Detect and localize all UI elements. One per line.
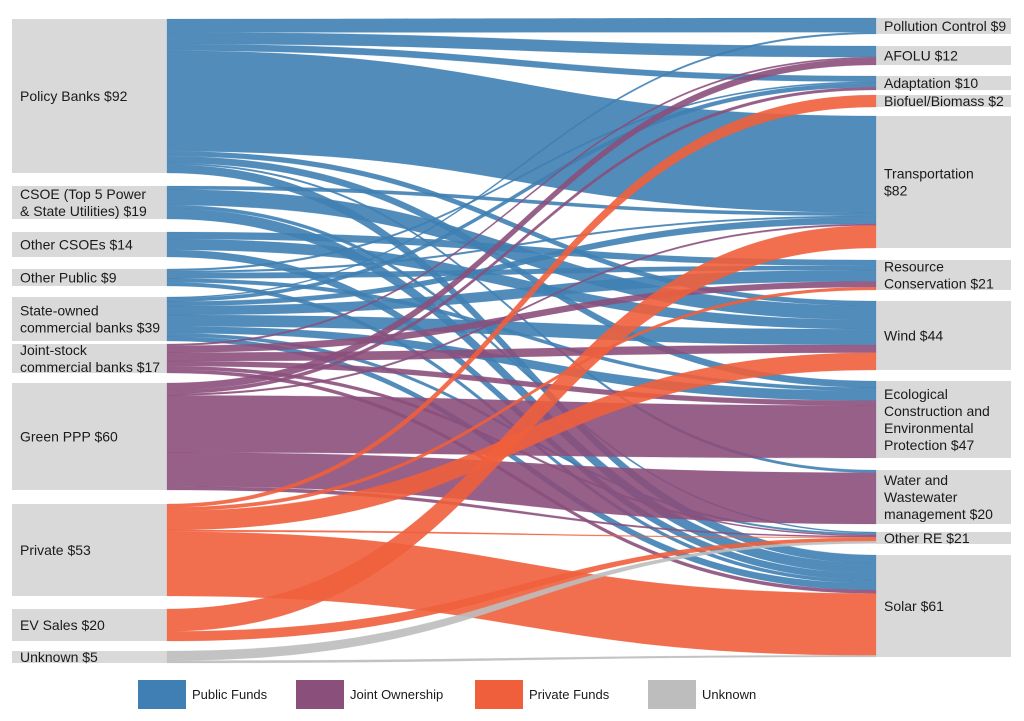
target-label-water: Water and Wastewater management $20	[884, 472, 993, 522]
flow-policy-to-trans	[166, 50, 877, 213]
source-label-socb: State-owned commercial banks $39	[20, 303, 160, 336]
flow-gppp-to-trans	[166, 223, 877, 396]
flow-policy-to-afolu	[166, 32, 877, 58]
source-node-ev	[12, 609, 167, 641]
source-nodes	[12, 19, 167, 663]
target-node-poll	[876, 18, 1011, 34]
legend-swatch-joint	[296, 680, 344, 709]
target-nodes	[876, 18, 1011, 657]
target-label-trans: Transportation $82	[884, 166, 974, 199]
target-label-ore: Other RE $21	[884, 530, 970, 546]
source-node-jscb	[12, 344, 167, 373]
flow-priv-to-wind	[166, 352, 877, 531]
flow-gppp-to-adapt	[166, 86, 877, 395]
target-node-bio	[876, 95, 1011, 107]
flow-gppp-to-afolu	[166, 58, 877, 391]
legend-label-joint: Joint Ownership	[350, 687, 443, 702]
flow-unk-to-solar	[166, 655, 877, 664]
target-label-afolu: AFOLU $12	[884, 48, 958, 64]
flow-policy-to-poll	[166, 17, 877, 33]
source-label-opub: Other Public $9	[20, 270, 117, 286]
node-labels: Policy Banks $92 CSOE (Top 5 Power & State…	[20, 18, 1006, 665]
legend-label-public: Public Funds	[192, 687, 268, 702]
flow-priv-to-bio	[166, 94, 877, 508]
flow-socb-to-poll	[166, 31, 877, 299]
target-label-eco: Ecological Construction and Environmental P…	[884, 386, 990, 453]
legend-swatch-private	[475, 680, 523, 709]
target-node-adapt	[876, 76, 1011, 90]
flow-jscb-to-eco	[166, 360, 877, 406]
legend-label-unknown: Unknown	[702, 687, 756, 702]
legend-item-joint: Joint Ownership	[296, 680, 443, 709]
legend-item-public: Public Funds	[138, 680, 268, 709]
legend-label-private: Private Funds	[529, 687, 610, 702]
target-node-water	[876, 470, 1011, 524]
source-node-ocsoe	[12, 232, 167, 257]
target-node-eco	[876, 381, 1011, 458]
source-node-unk	[12, 651, 167, 663]
flow-ocsoe-to-wind	[166, 238, 877, 330]
flow-links	[166, 17, 877, 664]
source-label-gppp: Green PPP $60	[20, 429, 118, 445]
source-node-priv	[12, 504, 167, 596]
flow-ev-to-trans	[166, 225, 877, 632]
flow-ocsoe-to-res	[166, 231, 877, 267]
target-node-ore	[876, 532, 1011, 544]
flow-unk-to-ore	[166, 540, 877, 661]
source-label-unk: Unknown $5	[20, 649, 98, 665]
target-node-solar	[876, 555, 1011, 657]
source-node-policy	[12, 19, 167, 173]
target-label-solar: Solar $61	[884, 598, 944, 614]
source-node-gppp	[12, 383, 167, 490]
legend-item-private: Private Funds	[475, 680, 610, 709]
legend-item-unknown: Unknown	[648, 680, 756, 709]
source-label-priv: Private $53	[20, 542, 91, 558]
legend-swatch-public	[138, 680, 186, 709]
source-node-socb	[12, 297, 167, 341]
target-label-adapt: Adaptation $10	[884, 75, 978, 91]
legend: Public Funds Joint Ownership Private Funds…	[138, 680, 756, 709]
target-label-poll: Pollution Control $9	[884, 18, 1006, 34]
source-label-ev: EV Sales $20	[20, 617, 105, 633]
source-label-jscb: Joint-stock commercial banks $17	[20, 342, 160, 375]
source-node-csoe	[12, 186, 167, 219]
flow-socb-to-wind	[166, 314, 877, 346]
flow-priv-to-res	[166, 286, 877, 512]
source-label-ocsoe: Other CSOEs $14	[20, 237, 133, 253]
target-node-res	[876, 260, 1011, 290]
target-node-trans	[876, 116, 1011, 248]
source-node-opub	[12, 269, 167, 286]
legend-swatch-unknown	[648, 680, 696, 709]
target-node-wind	[876, 301, 1011, 370]
source-label-policy: Policy Banks $92	[20, 88, 128, 104]
target-label-bio: Biofuel/Biomass $2	[884, 93, 1004, 109]
source-label-csoe: CSOE (Top 5 Power & State Utilities) $19	[20, 186, 147, 219]
target-node-afolu	[876, 46, 1011, 65]
target-label-wind: Wind $44	[884, 328, 943, 344]
target-label-res: Resource Conservation $21	[884, 259, 994, 292]
